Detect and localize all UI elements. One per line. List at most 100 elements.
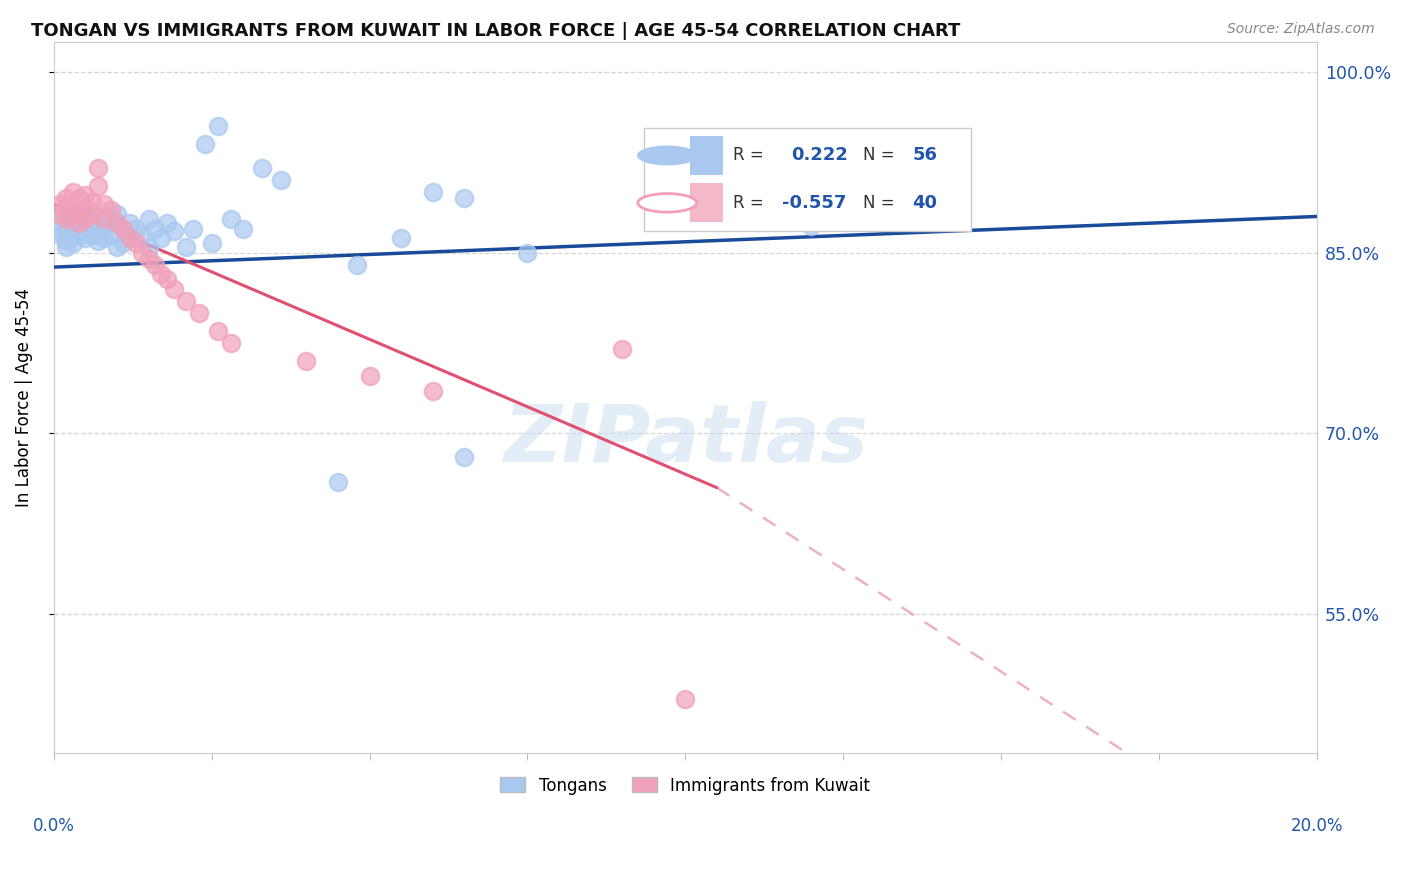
Legend: Tongans, Immigrants from Kuwait: Tongans, Immigrants from Kuwait bbox=[494, 770, 876, 801]
FancyBboxPatch shape bbox=[690, 136, 723, 175]
Text: 0.222: 0.222 bbox=[792, 146, 848, 164]
Point bbox=[55, 200, 77, 214]
Point bbox=[75, 215, 97, 229]
Point bbox=[55, 239, 77, 253]
Point bbox=[346, 258, 368, 272]
Point bbox=[112, 221, 135, 235]
Point bbox=[93, 231, 115, 245]
Point bbox=[80, 215, 103, 229]
Text: R =: R = bbox=[733, 146, 763, 164]
Point bbox=[75, 231, 97, 245]
Point bbox=[93, 197, 115, 211]
Point bbox=[105, 239, 128, 253]
Point bbox=[163, 224, 186, 238]
Point bbox=[673, 691, 696, 706]
Point bbox=[55, 221, 77, 235]
Point bbox=[93, 221, 115, 235]
Circle shape bbox=[638, 194, 696, 212]
Point bbox=[118, 231, 141, 245]
Point bbox=[143, 258, 166, 272]
Point bbox=[453, 191, 475, 205]
Point bbox=[125, 221, 148, 235]
Point bbox=[112, 235, 135, 250]
Point bbox=[207, 324, 229, 338]
Point bbox=[87, 221, 110, 235]
Point bbox=[270, 173, 292, 187]
Point bbox=[250, 161, 273, 176]
Point bbox=[295, 354, 318, 368]
Point bbox=[62, 215, 84, 229]
Point bbox=[176, 239, 198, 253]
Point bbox=[75, 221, 97, 235]
Point bbox=[232, 221, 254, 235]
Point bbox=[150, 231, 173, 245]
Point bbox=[87, 211, 110, 226]
Circle shape bbox=[638, 146, 696, 165]
Point bbox=[93, 211, 115, 226]
Point bbox=[80, 194, 103, 209]
Point bbox=[49, 207, 72, 221]
Point bbox=[207, 119, 229, 133]
Point bbox=[55, 215, 77, 229]
Text: 20.0%: 20.0% bbox=[1291, 817, 1343, 835]
Point bbox=[49, 221, 72, 235]
Point bbox=[516, 245, 538, 260]
Point bbox=[49, 227, 72, 242]
Point bbox=[67, 215, 90, 229]
Point bbox=[156, 215, 179, 229]
Point bbox=[389, 231, 412, 245]
Text: N =: N = bbox=[863, 194, 896, 212]
Point bbox=[422, 384, 444, 399]
Point bbox=[138, 239, 160, 253]
Point bbox=[75, 187, 97, 202]
Text: TONGAN VS IMMIGRANTS FROM KUWAIT IN LABOR FORCE | AGE 45-54 CORRELATION CHART: TONGAN VS IMMIGRANTS FROM KUWAIT IN LABO… bbox=[31, 22, 960, 40]
Text: R =: R = bbox=[733, 194, 763, 212]
Point bbox=[55, 191, 77, 205]
Point bbox=[55, 234, 77, 248]
Point bbox=[326, 475, 349, 489]
Point bbox=[80, 207, 103, 221]
Point bbox=[138, 252, 160, 266]
Point bbox=[67, 203, 90, 218]
Point bbox=[62, 235, 84, 250]
Point bbox=[105, 215, 128, 229]
Point bbox=[118, 231, 141, 245]
Point bbox=[219, 336, 242, 351]
Text: 56: 56 bbox=[912, 146, 938, 164]
Y-axis label: In Labor Force | Age 45-54: In Labor Force | Age 45-54 bbox=[15, 288, 32, 507]
Point bbox=[62, 221, 84, 235]
Point bbox=[105, 215, 128, 229]
Point bbox=[131, 245, 153, 260]
Text: Source: ZipAtlas.com: Source: ZipAtlas.com bbox=[1227, 22, 1375, 37]
Point bbox=[62, 227, 84, 242]
Point bbox=[100, 227, 122, 242]
Point bbox=[62, 210, 84, 224]
Point bbox=[359, 368, 381, 383]
Point bbox=[87, 161, 110, 176]
Point bbox=[125, 235, 148, 250]
Point bbox=[422, 186, 444, 200]
Point bbox=[188, 306, 211, 320]
Point bbox=[80, 227, 103, 242]
Point bbox=[143, 221, 166, 235]
Point bbox=[87, 179, 110, 194]
Point bbox=[67, 227, 90, 242]
Point bbox=[100, 203, 122, 218]
Point bbox=[150, 268, 173, 282]
Point bbox=[67, 211, 90, 226]
Point bbox=[610, 342, 633, 356]
Point bbox=[100, 211, 122, 226]
Point bbox=[201, 235, 224, 250]
Point bbox=[87, 234, 110, 248]
Point bbox=[453, 450, 475, 465]
Point bbox=[118, 215, 141, 229]
Point bbox=[93, 210, 115, 224]
Point bbox=[163, 282, 186, 296]
Point bbox=[194, 137, 217, 152]
Point bbox=[75, 200, 97, 214]
Point bbox=[80, 207, 103, 221]
Point bbox=[105, 207, 128, 221]
Point bbox=[49, 210, 72, 224]
Text: 40: 40 bbox=[912, 194, 938, 212]
Point bbox=[800, 219, 823, 234]
